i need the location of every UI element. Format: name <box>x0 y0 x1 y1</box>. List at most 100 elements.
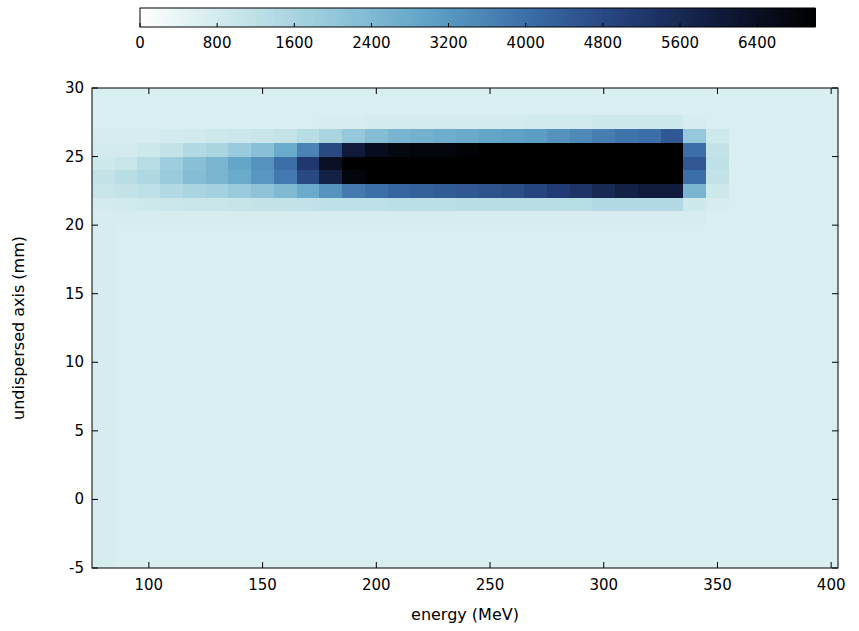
heatmap-cell <box>433 129 456 143</box>
colorbar-segment <box>391 8 396 27</box>
heatmap-cell <box>774 225 797 568</box>
colorbar-segment <box>381 8 386 27</box>
heatmap-cell <box>615 88 638 115</box>
heatmap-cell <box>115 170 138 184</box>
colorbar-segment <box>632 8 637 27</box>
heatmap-cell <box>251 225 274 568</box>
heatmap-cell <box>388 170 411 184</box>
colorbar-segment <box>275 8 280 27</box>
x-tick <box>262 88 263 94</box>
colorbar-segment <box>506 8 511 27</box>
heatmap-cell <box>615 115 638 129</box>
heatmap-cell <box>274 115 297 129</box>
heatmap-cell <box>638 170 661 184</box>
heatmap-cell <box>228 143 251 157</box>
y-tick-label: 20 <box>65 216 84 234</box>
heatmap-cell <box>683 198 706 212</box>
x-axis-title: energy (MeV) <box>411 605 519 624</box>
colorbar-segment <box>748 8 753 27</box>
colorbar-segment <box>796 8 801 27</box>
heatmap-cell <box>501 198 524 212</box>
heatmap-cell <box>297 198 320 212</box>
colorbar-segment <box>738 8 743 27</box>
colorbar-tick-label: 1600 <box>275 34 313 52</box>
heatmap-cell <box>752 129 775 143</box>
heatmap-cell <box>410 225 433 568</box>
heatmap-cell <box>206 184 229 198</box>
heatmap-cell <box>183 129 206 143</box>
colorbar-segment <box>801 8 806 27</box>
heatmap-cell <box>342 170 365 184</box>
heatmap-cell <box>410 129 433 143</box>
heatmap-cell <box>92 211 115 225</box>
colorbar-segment <box>376 8 381 27</box>
colorbar-segment <box>656 8 661 27</box>
heatmap-cell <box>479 88 502 115</box>
heatmap-cell <box>683 88 706 115</box>
heatmap-cell <box>638 88 661 115</box>
heatmap-cell <box>615 211 638 225</box>
heatmap-cell <box>683 157 706 171</box>
colorbar-segment <box>521 8 526 27</box>
heatmap-cell <box>342 157 365 171</box>
colorbar-tick <box>140 23 141 27</box>
colorbar-segment <box>188 8 193 27</box>
heatmap-cell <box>729 170 752 184</box>
heatmap-cell <box>388 184 411 198</box>
heatmap-cell <box>570 211 593 225</box>
colorbar-segment <box>675 8 680 27</box>
heatmap-cell <box>661 88 684 115</box>
colorbar-tick <box>680 23 681 27</box>
heatmap-cell <box>183 184 206 198</box>
heatmap-cell <box>137 170 160 184</box>
heatmap-cell <box>706 211 729 225</box>
heatmap-cell <box>706 225 729 568</box>
heatmap-cell <box>706 170 729 184</box>
colorbar-segment <box>574 8 579 27</box>
heatmap-cell <box>228 157 251 171</box>
heatmap-cell <box>479 143 502 157</box>
colorbar-segment <box>637 8 642 27</box>
heatmap-cell <box>820 143 838 157</box>
heatmap-cell <box>137 129 160 143</box>
colorbar-segment <box>140 8 145 27</box>
colorbar-segment <box>174 8 179 27</box>
heatmap-cell <box>820 129 838 143</box>
colorbar-tick <box>757 23 758 27</box>
heatmap-cell <box>592 157 615 171</box>
heatmap-cell <box>820 198 838 212</box>
heatmap-cell <box>501 184 524 198</box>
colorbar-segment <box>603 8 608 27</box>
heatmap-cell <box>206 157 229 171</box>
heatmap-cell <box>433 143 456 157</box>
heatmap-cell <box>797 157 820 171</box>
colorbar-tick-label: 6400 <box>738 34 776 52</box>
heatmap-cell <box>365 143 388 157</box>
heatmap-cell <box>820 157 838 171</box>
heatmap-cell <box>410 115 433 129</box>
heatmap-cell <box>297 170 320 184</box>
colorbar-segment <box>203 8 208 27</box>
y-tick <box>832 156 838 157</box>
colorbar-segment <box>685 8 690 27</box>
heatmap-cell <box>524 170 547 184</box>
colorbar-segment <box>343 8 348 27</box>
heatmap-cell <box>797 143 820 157</box>
heatmap-cell <box>661 115 684 129</box>
colorbar-segment <box>352 8 357 27</box>
heatmap-cell <box>456 170 479 184</box>
colorbar-segment <box>179 8 184 27</box>
heatmap-cell <box>137 225 160 568</box>
heatmap-cell <box>479 184 502 198</box>
heatmap-cell <box>137 88 160 115</box>
colorbar-segment <box>256 8 261 27</box>
heatmap-cell <box>797 198 820 212</box>
heatmap-cell <box>342 129 365 143</box>
colorbar-segment <box>415 8 420 27</box>
heatmap-cell <box>501 143 524 157</box>
heatmap-cell <box>752 143 775 157</box>
heatmap-cell <box>774 129 797 143</box>
colorbar-segment <box>704 8 709 27</box>
heatmap-cell <box>752 88 775 115</box>
heatmap-cell <box>524 225 547 568</box>
